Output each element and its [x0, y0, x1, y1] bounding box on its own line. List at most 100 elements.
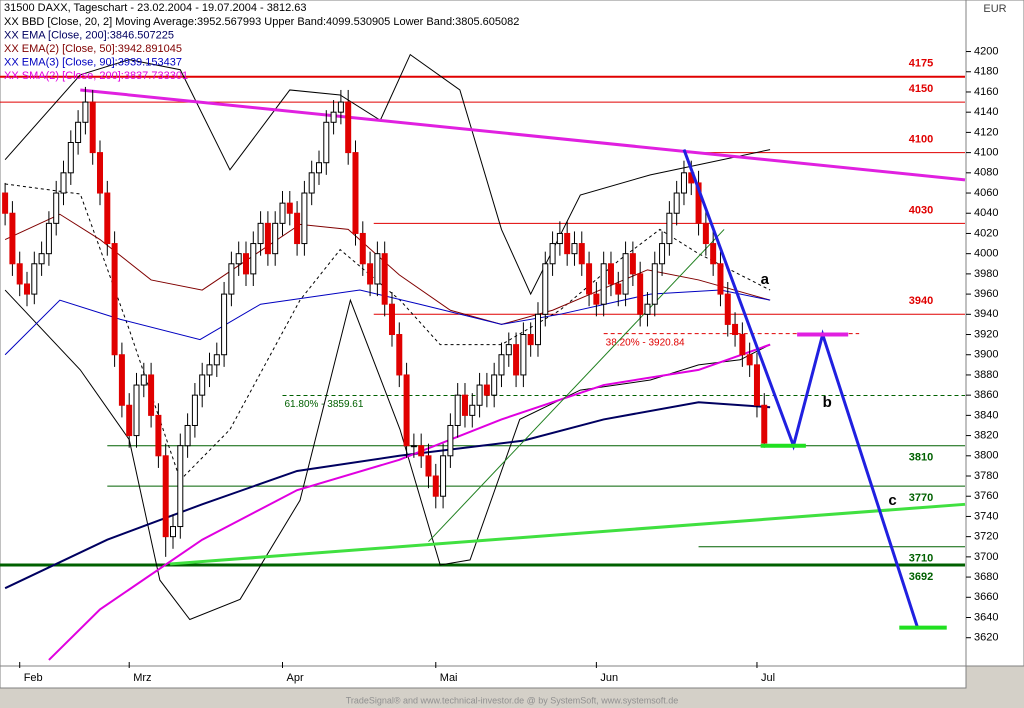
candle-body — [527, 334, 534, 346]
candle-body — [564, 232, 571, 255]
currency-label: EUR — [983, 3, 1006, 15]
candle-body — [761, 404, 768, 444]
y-tick-label: 3980 — [974, 268, 998, 280]
resistance-label: 3940 — [909, 295, 933, 307]
x-tick-label: Apr — [286, 672, 303, 684]
candle-body — [242, 253, 249, 275]
candle-body — [199, 374, 206, 396]
y-tick-label: 3940 — [974, 308, 998, 320]
x-tick-label: Jul — [761, 672, 775, 684]
legend-entry: XX EMA [Close, 200]:3846.507225 — [4, 29, 174, 41]
candle-body — [556, 232, 563, 245]
candle-body — [746, 354, 753, 366]
candle-body — [513, 344, 520, 376]
candle-body — [367, 263, 374, 285]
y-tick-label: 3780 — [974, 470, 998, 482]
trendline — [428, 229, 725, 543]
candle-body — [753, 364, 760, 406]
candle-body — [505, 344, 512, 356]
candle-body — [9, 212, 16, 265]
candle-body — [549, 243, 556, 265]
candle-body — [717, 263, 724, 295]
x-tick-label: Feb — [24, 672, 43, 684]
footer: TradeSignal® and www.technical-investor.… — [346, 695, 679, 705]
candle-body — [206, 364, 213, 376]
candle-body — [732, 323, 739, 336]
candle-body — [97, 152, 104, 194]
candle-body — [60, 172, 67, 194]
candle-body — [593, 293, 600, 305]
candle-body — [38, 253, 45, 265]
candle-body — [75, 121, 82, 143]
y-tick-label: 3620 — [974, 632, 998, 644]
candle-body — [483, 384, 490, 396]
candle-body — [323, 121, 330, 164]
support-label: 3770 — [909, 492, 933, 504]
y-tick-label: 3740 — [974, 510, 998, 522]
candle-body — [418, 445, 425, 457]
candle-body — [454, 394, 461, 426]
y-tick-label: 4200 — [974, 45, 998, 57]
candle-body — [155, 414, 162, 457]
candle-body — [440, 455, 447, 497]
indicator-line — [4, 289, 771, 356]
candle-body — [53, 192, 60, 224]
candle-body — [301, 192, 308, 245]
candle-body — [403, 374, 410, 447]
candle-body — [330, 111, 337, 123]
resistance-label: 4030 — [909, 204, 933, 216]
candle-body — [228, 263, 235, 295]
wave-label: a — [761, 271, 770, 288]
y-tick-label: 4000 — [974, 248, 998, 260]
candle-body — [345, 101, 352, 154]
candle-body — [659, 243, 666, 265]
wave-label: c — [888, 492, 896, 509]
indicator-line — [48, 343, 771, 661]
candle-body — [447, 424, 454, 457]
candle-body — [221, 293, 228, 356]
projection-path — [682, 149, 919, 629]
candle-body — [45, 222, 52, 255]
candle-body — [250, 243, 257, 275]
candle-body — [279, 202, 286, 224]
candle-body — [644, 303, 651, 315]
y-axis-panel — [965, 0, 1024, 667]
support-label: 3692 — [909, 571, 933, 583]
candle-body — [607, 263, 614, 285]
y-tick-label: 3860 — [974, 389, 998, 401]
candle-body — [469, 404, 476, 416]
retracement-label: 38.20% - 3920.84 — [606, 337, 685, 348]
plot-layer: 4175 4150 4100 4030 3940 3810 3770 3710 3692 38.2… — [0, 53, 966, 661]
candle-body — [162, 455, 169, 538]
support-label: 3810 — [909, 452, 933, 464]
trendline — [80, 88, 966, 182]
x-axis-panel — [0, 665, 967, 689]
candle-body — [571, 243, 578, 255]
y-tick-label: 3880 — [974, 369, 998, 381]
candle-body — [286, 202, 293, 214]
y-tick-label: 4060 — [974, 187, 998, 199]
y-tick-label: 3800 — [974, 450, 998, 462]
candle-body — [374, 253, 381, 285]
legend-entry: XX SMA(2) [Close, 200]:3837.733301 — [4, 70, 188, 82]
bollinger-upper — [4, 53, 771, 296]
candle-body — [169, 526, 176, 538]
candle-body — [534, 313, 541, 346]
chart-title: 31500 DAXX, Tageschart - 23.02.2004 - 19… — [4, 2, 307, 14]
candle-body — [2, 192, 9, 214]
candle-body — [308, 172, 315, 194]
candle-body — [629, 253, 636, 275]
y-tick-label: 3640 — [974, 611, 998, 623]
candle-body — [272, 222, 279, 255]
candle-body — [622, 253, 629, 295]
candle-body — [432, 475, 439, 497]
candle-body — [352, 152, 359, 234]
candle-body — [257, 222, 264, 245]
candle-body — [31, 263, 38, 295]
candle-body — [695, 182, 702, 224]
candle-body — [578, 243, 585, 265]
candle-body — [381, 253, 388, 305]
y-tick-label: 3960 — [974, 288, 998, 300]
trendline — [169, 502, 966, 566]
